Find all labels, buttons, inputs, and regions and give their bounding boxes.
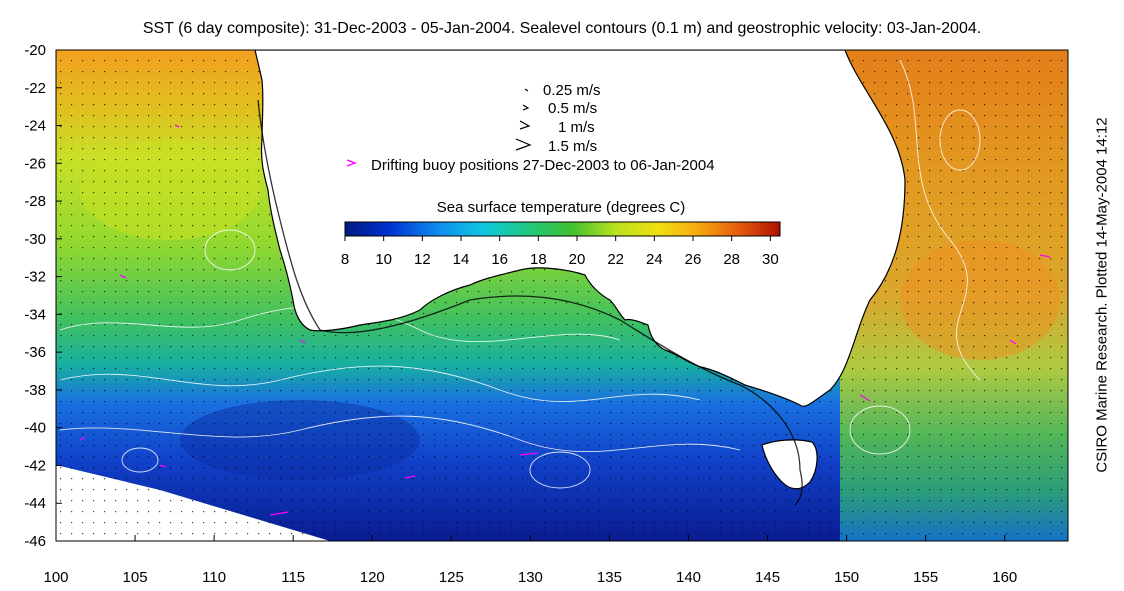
colorbar-tick-label: 22 [607,251,624,268]
x-axis: 100 105 110 115 120 125 130 135 140 145 150 155 160 [43,535,1017,586]
colorbar-tick-label: 12 [414,251,431,268]
x-tick-label: 150 [834,569,859,586]
y-tick-label: -32 [24,269,46,286]
y-tick-label: -40 [24,420,46,437]
colorbar-ramp [344,221,781,237]
colorbar-tick-label: 14 [453,251,470,268]
y-axis: -20 -22 -24 -26 -28 -30 -32 -34 -36 -38 -40 -42 -44 -… [24,42,62,550]
y-tick-label: -22 [24,80,46,97]
x-tick-label: 115 [281,569,305,586]
buoy-tracks [79,124,1051,516]
y-tick-label: -34 [24,306,46,323]
colorbar-tick-label: 26 [685,251,702,268]
shelf-contour [257,99,803,506]
colorbar-tick-label: 20 [569,251,586,268]
y-tick-label: -38 [24,382,46,399]
colorbar-tick-label: 18 [530,251,547,268]
x-tick-label: 100 [43,569,68,586]
y-tick-label: -26 [24,155,46,172]
y-tick-label: -44 [24,495,46,512]
velocity-label: 0.25 m/s [543,82,601,99]
x-tick-label: 130 [518,569,543,586]
velocity-label: 1.5 m/s [548,138,597,155]
y-tick-label: -20 [24,42,46,59]
vector-arrow-icon [515,138,532,151]
x-tick-label: 145 [755,569,780,586]
y-tick-label: -36 [24,344,46,361]
vector-arrow-icon [522,104,530,111]
y-tick-label: -30 [24,231,46,248]
velocity-label: 1 m/s [558,119,595,136]
x-tick-label: 110 [202,569,226,586]
y-tick-label: -28 [24,193,46,210]
buoy-legend-label: Drifting buoy positions 27-Dec-2003 to 0… [371,157,715,174]
colorbar-tick-label: 28 [723,251,740,268]
buoy-marker-icon [346,159,357,167]
x-tick-label: 135 [597,569,622,586]
x-tick-label: 125 [439,569,464,586]
x-tick-label: 140 [676,569,701,586]
velocity-legend: 0.25 m/s 0.5 m/s 1 m/s 1.5 m/s Drifting … [346,82,715,174]
colorbar-tick-label: 10 [375,251,392,268]
y-tick-label: -46 [24,533,46,550]
colorbar-tick-label: 30 [762,251,779,268]
sst-field [56,50,1068,541]
colorbar-tick-label: 16 [491,251,508,268]
x-tick-label: 120 [360,569,385,586]
tasmania-island [761,439,818,490]
colorbar-tick-label: 8 [341,251,349,268]
map-frame [55,49,1069,542]
vector-arrow-icon [519,120,531,130]
y-tick-label: -24 [24,118,46,135]
x-tick-label: 155 [913,569,938,586]
colorbar-tick-label: 24 [646,251,663,268]
x-tick-label: 160 [992,569,1017,586]
vector-arrow-icon [524,88,529,92]
colorbar-title: Sea surface temperature (degrees C) [437,199,685,216]
velocity-label: 0.5 m/s [548,100,597,117]
sst-colorbar: Sea surface temperature (degrees C) 8 10 1… [341,199,781,268]
x-tick-label: 105 [123,569,148,586]
y-tick-label: -42 [24,457,46,474]
map-title: SST (6 day composite): 31-Dec-2003 - 05-… [142,20,982,37]
